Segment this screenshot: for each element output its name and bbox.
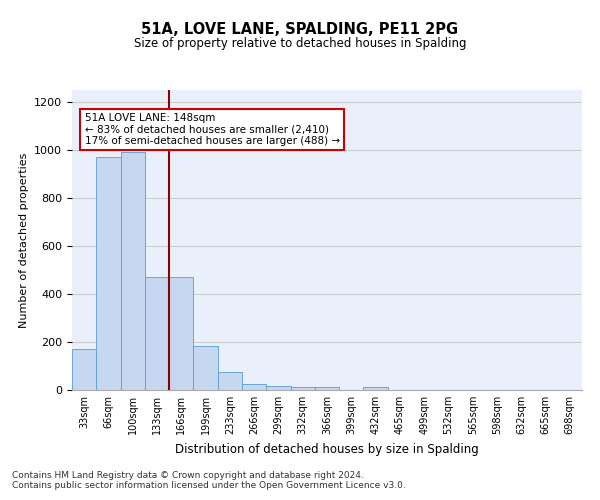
Bar [364, 387, 388, 390]
Bar [290, 387, 315, 390]
Bar [145, 277, 169, 390]
Bar [266, 386, 290, 390]
Bar [121, 152, 145, 390]
Bar [193, 346, 218, 390]
Bar [242, 384, 266, 390]
Text: 51A LOVE LANE: 148sqm
← 83% of detached houses are smaller (2,410)
17% of semi-d: 51A LOVE LANE: 148sqm ← 83% of detached … [85, 113, 340, 146]
Text: 51A, LOVE LANE, SPALDING, PE11 2PG: 51A, LOVE LANE, SPALDING, PE11 2PG [142, 22, 458, 38]
Text: Contains HM Land Registry data © Crown copyright and database right 2024.
Contai: Contains HM Land Registry data © Crown c… [12, 470, 406, 490]
Bar [315, 387, 339, 390]
Bar [96, 157, 121, 390]
Y-axis label: Number of detached properties: Number of detached properties [19, 152, 29, 328]
Bar [169, 277, 193, 390]
X-axis label: Distribution of detached houses by size in Spalding: Distribution of detached houses by size … [175, 442, 479, 456]
Text: Size of property relative to detached houses in Spalding: Size of property relative to detached ho… [134, 38, 466, 51]
Bar [72, 348, 96, 390]
Bar [218, 372, 242, 390]
